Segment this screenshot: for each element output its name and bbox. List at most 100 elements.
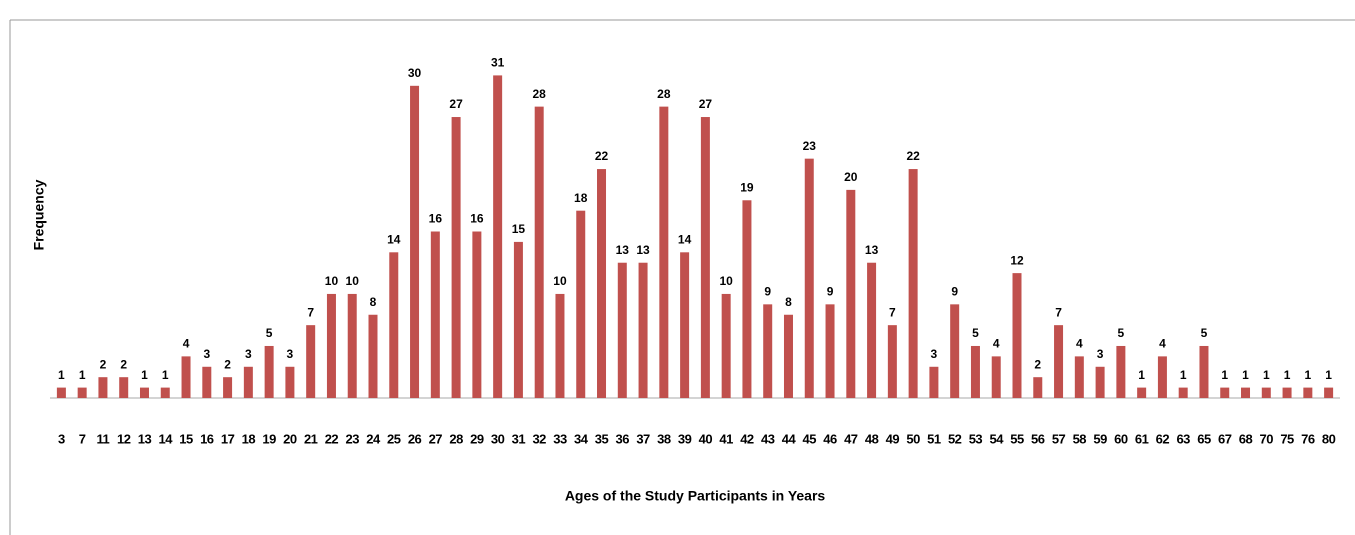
data-label: 3 xyxy=(287,347,294,361)
x-tick-label: 7 xyxy=(79,431,86,446)
data-label: 16 xyxy=(470,212,484,226)
bar xyxy=(306,325,316,398)
bar xyxy=(534,106,544,398)
bar xyxy=(472,231,482,398)
data-label: 13 xyxy=(636,243,650,257)
x-axis-label: Ages of the Study Participants in Years xyxy=(565,488,826,504)
bar xyxy=(555,293,565,398)
x-tick-label: 37 xyxy=(636,431,650,446)
bar xyxy=(804,158,814,398)
bar xyxy=(576,210,586,398)
data-label: 4 xyxy=(183,337,190,351)
data-label: 5 xyxy=(266,326,273,340)
x-tick-label: 26 xyxy=(408,431,422,446)
bar xyxy=(970,345,980,398)
data-label: 5 xyxy=(972,326,979,340)
x-tick-label: 44 xyxy=(782,431,797,446)
data-label: 15 xyxy=(512,222,526,236)
bar xyxy=(1054,325,1064,398)
y-axis-label: Frequency xyxy=(31,179,47,250)
data-label: 31 xyxy=(491,56,505,70)
data-label: 1 xyxy=(1304,368,1311,382)
bar xyxy=(264,345,274,398)
x-tick-label: 42 xyxy=(740,431,754,446)
bar xyxy=(513,241,523,398)
bar xyxy=(285,366,295,398)
bar xyxy=(638,262,648,398)
data-label: 10 xyxy=(325,274,339,288)
data-label: 22 xyxy=(595,149,609,163)
data-label: 2 xyxy=(100,357,107,371)
bar xyxy=(763,304,773,398)
data-label: 9 xyxy=(764,285,771,299)
x-tick-label: 68 xyxy=(1239,431,1253,446)
x-tick-label: 45 xyxy=(803,431,817,446)
data-label: 13 xyxy=(865,243,879,257)
data-label: 1 xyxy=(58,368,65,382)
bar xyxy=(867,262,877,398)
x-tick-label: 76 xyxy=(1301,431,1315,446)
data-label: 28 xyxy=(657,87,671,101)
x-tick-label: 54 xyxy=(989,431,1004,446)
bar xyxy=(243,366,253,398)
x-tick-label: 3 xyxy=(58,431,65,446)
bar xyxy=(1012,273,1022,398)
data-label: 1 xyxy=(1180,368,1187,382)
data-label: 16 xyxy=(429,212,443,226)
bar xyxy=(1241,387,1251,398)
x-tick-label: 50 xyxy=(906,431,920,446)
data-label: 2 xyxy=(120,357,127,371)
data-label: 2 xyxy=(224,357,231,371)
bar xyxy=(846,189,856,398)
bar xyxy=(451,117,461,398)
bar xyxy=(659,106,669,398)
data-label: 10 xyxy=(719,274,733,288)
x-tick-label: 24 xyxy=(366,431,381,446)
x-tick-label: 28 xyxy=(449,431,463,446)
x-tick-label: 49 xyxy=(886,431,900,446)
x-tick-label: 15 xyxy=(179,431,193,446)
data-label: 1 xyxy=(1263,368,1270,382)
bar xyxy=(1303,387,1313,398)
x-tick-label: 16 xyxy=(200,431,214,446)
x-tick-label: 46 xyxy=(823,431,837,446)
data-label: 14 xyxy=(678,232,692,246)
bar xyxy=(680,252,690,398)
data-label: 19 xyxy=(740,180,754,194)
data-label: 28 xyxy=(533,87,547,101)
bar xyxy=(1178,387,1188,398)
bar xyxy=(1033,377,1043,398)
bar xyxy=(326,293,336,398)
x-tick-label: 40 xyxy=(699,431,713,446)
data-label: 7 xyxy=(889,305,896,319)
x-tick-label: 57 xyxy=(1052,431,1066,446)
data-label: 3 xyxy=(931,347,938,361)
data-label: 12 xyxy=(1010,253,1024,267)
data-label: 1 xyxy=(1284,368,1291,382)
x-tick-label: 29 xyxy=(470,431,484,446)
data-label: 27 xyxy=(699,97,713,111)
x-tick-label: 14 xyxy=(159,431,174,446)
data-label: 4 xyxy=(993,337,1000,351)
data-label: 10 xyxy=(346,274,360,288)
bar xyxy=(783,314,793,398)
x-tick-label: 30 xyxy=(491,431,505,446)
x-tick-label: 36 xyxy=(616,431,630,446)
bar xyxy=(950,304,960,398)
data-label: 1 xyxy=(79,368,86,382)
bar xyxy=(389,252,399,398)
x-tick-label: 70 xyxy=(1260,431,1274,446)
data-label: 5 xyxy=(1118,326,1125,340)
bar xyxy=(1261,387,1271,398)
bar xyxy=(887,325,897,398)
x-tick-label: 41 xyxy=(719,431,733,446)
bar xyxy=(1324,387,1334,398)
x-tick-label: 33 xyxy=(553,431,567,446)
bar xyxy=(202,366,212,398)
bar xyxy=(77,387,87,398)
x-tick-label: 20 xyxy=(283,431,297,446)
bar xyxy=(119,377,129,398)
x-tick-label: 43 xyxy=(761,431,775,446)
x-tick-label: 63 xyxy=(1176,431,1190,446)
